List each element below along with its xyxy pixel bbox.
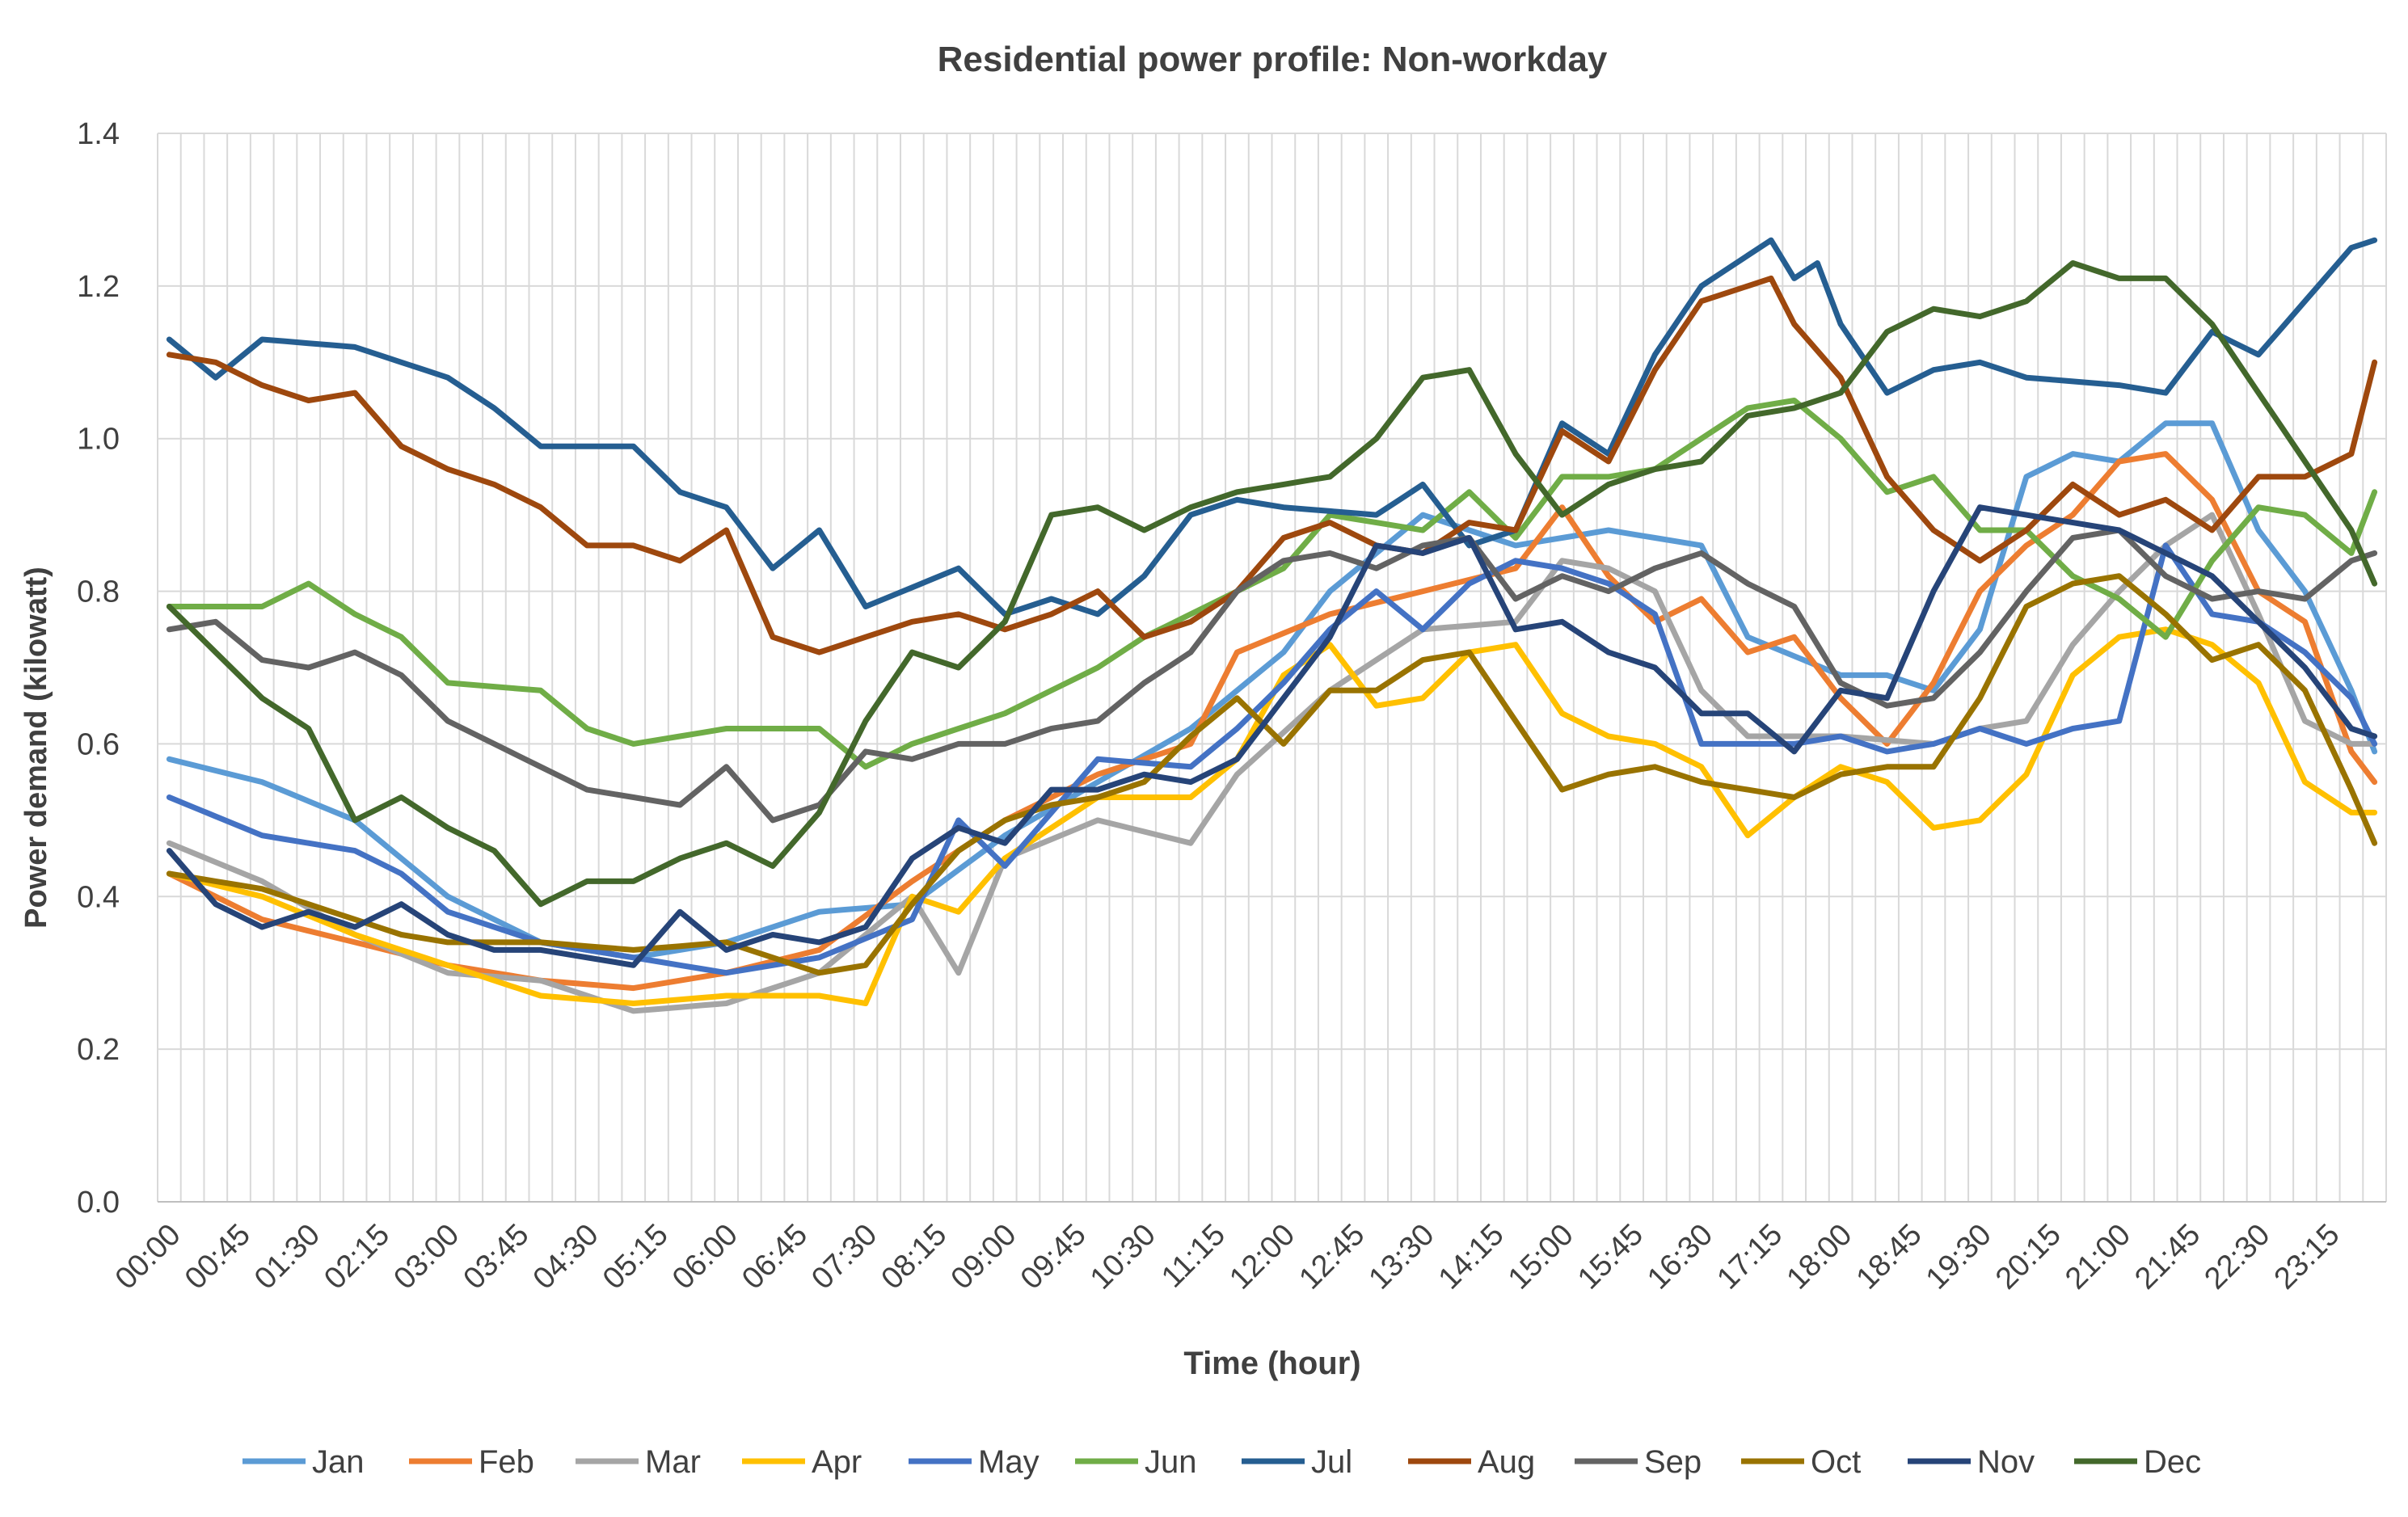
legend-label-jan: Jan (312, 1444, 365, 1480)
legend-label-jun: Jun (1145, 1444, 1197, 1480)
legend-label-aug: Aug (1478, 1444, 1535, 1480)
y-tick-label: 1.2 (77, 270, 120, 304)
legend-label-feb: Feb (479, 1444, 534, 1480)
series-line-nov (166, 504, 2378, 968)
y-tick-label: 1.0 (77, 423, 120, 457)
y-tick-label: 0.0 (77, 1186, 120, 1220)
legend-label-apr: Apr (812, 1444, 862, 1480)
chart-title: Residential power profile: Non-workday (938, 40, 1608, 79)
series-line-mar (166, 512, 2378, 1014)
grid-lines (157, 133, 2387, 1203)
y-axis-ticks: 0.0 0.2 0.4 0.6 0.8 1.0 1.2 1.4 (77, 117, 120, 1220)
series-line-dec (166, 260, 2378, 908)
legend-label-mar: Mar (645, 1444, 701, 1480)
y-tick-label: 0.6 (77, 727, 120, 761)
legend-label-nov: Nov (1977, 1444, 2035, 1480)
legend-label-dec: Dec (2144, 1444, 2201, 1480)
x-axis-label: Time (hour) (1183, 1346, 1360, 1381)
series-line-jul (166, 237, 2378, 617)
series-line-sep (166, 527, 2378, 824)
legend-label-may: May (978, 1444, 1040, 1480)
series-line-aug (166, 275, 2378, 655)
series-line-oct (166, 573, 2378, 976)
legend-label-jul: Jul (1311, 1444, 1352, 1480)
y-tick-label: 0.8 (77, 575, 120, 609)
y-tick-label: 0.2 (77, 1033, 120, 1067)
y-axis-label: Power demand (kilowatt) (19, 567, 53, 929)
y-tick-label: 0.4 (77, 880, 120, 914)
legend-label-sep: Sep (1644, 1444, 1702, 1480)
legend: Jan Feb Mar Apr May Jun Jul Aug Sep Oct Nov Dec (242, 1444, 2201, 1480)
legend-label-oct: Oct (1811, 1444, 1861, 1480)
series-line-jun (166, 398, 2378, 770)
series-lines (166, 237, 2378, 1014)
y-tick-label: 1.4 (77, 117, 120, 151)
